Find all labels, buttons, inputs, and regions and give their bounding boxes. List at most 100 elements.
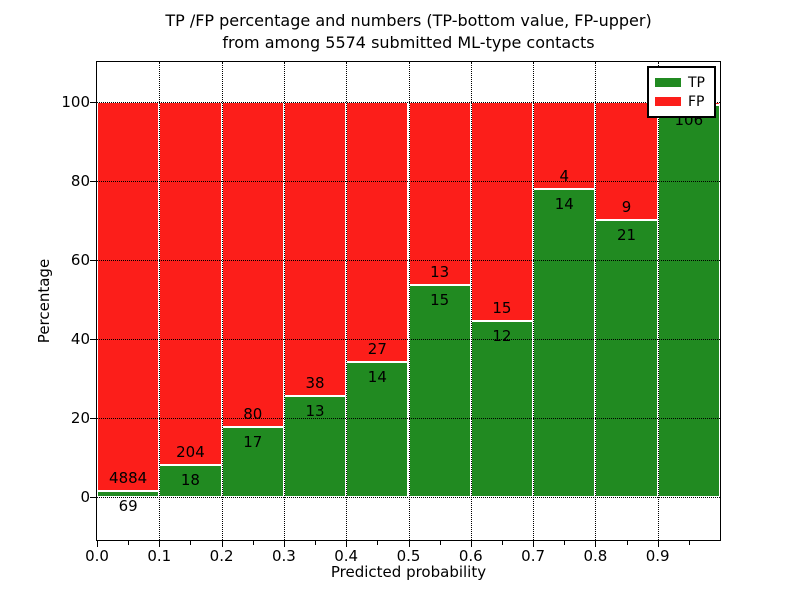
fp-count-label: 4884 [109,469,148,488]
x-major-tick [470,541,472,547]
x-gridline [346,62,348,540]
x-gridline [221,62,223,540]
legend-label-fp: FP [688,93,705,110]
bar-fp-segment [595,101,658,220]
x-minor-tick [688,541,690,545]
bar-tp-segment [657,105,720,497]
bar-tp-segment [159,464,222,497]
bar-fp-segment [97,101,160,492]
x-major-tick [221,541,223,547]
bar-tp-segment [533,189,596,497]
bar-fp-segment [159,101,222,465]
x-tick-label: 0.5 [396,547,421,565]
bar-tp-segment [470,320,534,497]
x-tick-label: 0.6 [458,547,483,565]
x-minor-tick [377,541,379,545]
tp-count-label: 15 [430,290,450,309]
fp-count-label: 9 [621,198,632,217]
x-minor-tick [315,541,317,545]
tp-count-label: 17 [243,433,263,452]
y-major-tick [90,496,97,498]
x-tick-label: 0.1 [147,547,172,565]
y-tick-label: 0 [80,487,90,506]
x-minor-tick [501,541,503,545]
y-major-tick [90,338,97,340]
fp-count-label: 204 [176,442,205,461]
x-major-tick [595,541,597,547]
tp-count-label: 14 [367,367,387,386]
y-major-tick [90,101,97,103]
x-minor-tick [190,541,192,545]
x-minor-tick [128,541,130,545]
tp-count-label: 14 [554,195,574,214]
y-tick-label: 100 [61,92,90,111]
x-major-tick [408,541,410,547]
fp-count-label: 4 [559,167,570,186]
fp-count-label: 27 [367,339,387,358]
x-gridline [533,62,535,540]
bar-fp-segment [408,101,471,285]
y-major-tick [90,259,97,261]
chart-title-line2: from among 5574 submitted ML-type contac… [222,33,595,52]
x-major-tick [283,541,285,547]
y-major-tick [90,417,97,419]
y-tick-label: 60 [70,250,90,269]
y-tick-label: 40 [70,329,90,348]
x-major-tick [533,541,535,547]
y-tick-label: 20 [70,408,90,427]
bar-fp-segment [221,101,284,428]
legend: TP FP [647,66,716,118]
y-axis-title: Percentage [35,258,53,344]
y-tick-label: 80 [70,171,90,190]
x-minor-tick [439,541,441,545]
legend-label-tp: TP [688,74,705,91]
plot-area: 4884 69 204 18 80 17 38 13 27 14 13 15 15 12 4 14 9 21 106 [96,61,721,541]
bar-tp-segment [595,220,658,497]
x-tick-label: 0.2 [209,547,234,565]
x-gridline [595,62,597,540]
plot-inner: 4884 69 204 18 80 17 38 13 27 14 13 15 15 12 4 14 9 21 106 [97,62,720,540]
x-gridline [408,62,410,540]
x-gridline [657,62,659,540]
bar-tp-segment [283,395,347,497]
x-major-tick [97,541,98,547]
chart-title-line1: TP /FP percentage and numbers (TP-bottom… [165,11,652,30]
x-axis-title: Predicted probability [330,563,487,581]
bar-tp-segment [97,491,160,497]
x-gridline [283,62,285,540]
tp-count-label: 21 [616,226,637,245]
fp-count-label: 15 [492,298,512,317]
x-gridline [470,62,472,540]
tp-color-swatch-icon [655,78,681,87]
fp-count-label: 80 [243,405,263,424]
x-minor-tick [626,541,628,545]
fp-count-label: 13 [430,262,450,281]
tp-count-label: 12 [492,326,512,345]
x-major-tick [346,541,348,547]
tp-count-label: 13 [305,401,325,420]
bar-fp-segment [346,101,409,362]
bar-tp-segment [408,284,471,497]
tp-count-label: 69 [118,497,138,516]
x-tick-label: 0.7 [521,547,546,565]
x-gridline [159,62,161,540]
bar-fp-segment [283,101,347,396]
x-tick-label: 0.3 [271,547,296,565]
x-tick-label: 0.8 [583,547,608,565]
legend-item-tp: TP [655,73,708,92]
fp-color-swatch-icon [655,97,681,106]
x-tick-label: 0.9 [645,547,670,565]
y-major-tick [90,180,97,182]
x-major-tick [657,541,659,547]
x-tick-label: 0.4 [334,547,359,565]
x-minor-tick [252,541,254,545]
x-major-tick [159,541,161,547]
x-tick-label: 0.0 [85,547,109,565]
bar-tp-segment [346,361,409,497]
x-minor-tick [564,541,566,545]
fp-count-label: 38 [305,373,325,392]
tp-count-label: 18 [180,470,200,489]
bar-fp-segment [470,101,534,321]
legend-item-fp: FP [655,92,708,111]
